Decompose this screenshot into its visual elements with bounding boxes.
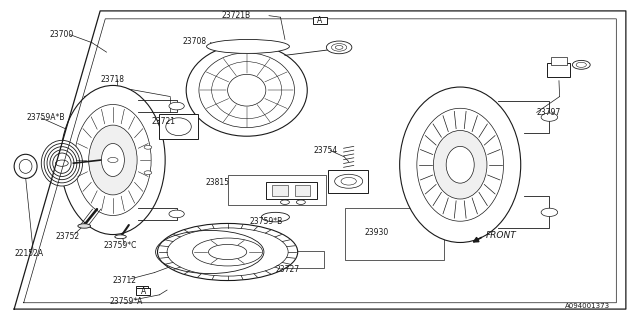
Text: 23708: 23708 (183, 36, 207, 45)
Ellipse shape (193, 238, 262, 266)
Bar (313, 17, 327, 24)
Bar (266, 181, 317, 199)
Ellipse shape (52, 153, 71, 173)
Text: 23759A*B: 23759A*B (27, 113, 65, 122)
Text: 23721: 23721 (151, 117, 175, 126)
Circle shape (56, 160, 68, 166)
Ellipse shape (228, 74, 266, 106)
Ellipse shape (50, 150, 74, 177)
Circle shape (169, 210, 184, 218)
Text: 23718: 23718 (100, 75, 124, 84)
Ellipse shape (417, 108, 504, 221)
Text: 23759*B: 23759*B (250, 217, 283, 226)
Bar (228, 175, 326, 205)
Ellipse shape (78, 224, 91, 228)
Ellipse shape (14, 154, 37, 178)
Text: FRONT: FRONT (486, 231, 516, 240)
Text: 23759*A: 23759*A (109, 297, 143, 306)
Circle shape (108, 157, 118, 163)
Text: 23700: 23700 (49, 30, 74, 39)
Ellipse shape (261, 212, 289, 222)
Circle shape (541, 208, 557, 216)
Bar (272, 185, 288, 196)
Circle shape (332, 44, 347, 51)
Ellipse shape (446, 146, 474, 183)
Ellipse shape (209, 244, 246, 260)
Text: 22152A: 22152A (14, 249, 44, 258)
Circle shape (280, 200, 289, 204)
Text: A: A (141, 286, 146, 295)
Text: 23797: 23797 (537, 108, 561, 117)
Ellipse shape (212, 62, 282, 119)
Circle shape (326, 41, 352, 54)
Circle shape (169, 102, 184, 110)
Circle shape (335, 174, 363, 188)
Text: 23721B: 23721B (221, 11, 250, 20)
Text: 23752: 23752 (56, 232, 79, 241)
Circle shape (541, 113, 557, 121)
Ellipse shape (433, 131, 487, 199)
Ellipse shape (199, 53, 294, 128)
Circle shape (144, 171, 152, 175)
Ellipse shape (167, 228, 288, 276)
Ellipse shape (47, 147, 77, 180)
Circle shape (335, 45, 343, 49)
Text: 23930: 23930 (365, 228, 389, 237)
Ellipse shape (157, 223, 298, 281)
Ellipse shape (101, 143, 124, 177)
Text: 23727: 23727 (275, 265, 300, 274)
Bar (551, 57, 566, 65)
Bar (136, 288, 150, 294)
Circle shape (296, 200, 305, 204)
Bar (159, 114, 198, 140)
Circle shape (341, 178, 356, 185)
Text: 23712: 23712 (113, 276, 137, 285)
Ellipse shape (89, 125, 137, 195)
Ellipse shape (207, 39, 289, 53)
Bar (328, 170, 368, 193)
Text: 23815: 23815 (205, 178, 229, 187)
Ellipse shape (399, 87, 521, 243)
Text: A094001373: A094001373 (565, 303, 610, 309)
Bar (547, 63, 570, 77)
Bar (346, 208, 444, 260)
Circle shape (144, 145, 152, 149)
Ellipse shape (166, 118, 191, 136)
Text: A: A (317, 16, 323, 25)
Ellipse shape (75, 105, 151, 215)
Bar (136, 286, 148, 292)
Ellipse shape (115, 235, 126, 239)
Ellipse shape (19, 159, 32, 173)
Ellipse shape (44, 143, 80, 183)
Ellipse shape (41, 140, 83, 186)
Circle shape (576, 62, 586, 68)
Ellipse shape (61, 85, 165, 235)
Bar (294, 185, 310, 196)
Text: 23759*C: 23759*C (103, 241, 137, 250)
Ellipse shape (186, 44, 307, 136)
Bar (248, 251, 324, 268)
Circle shape (572, 60, 590, 69)
Text: 23754: 23754 (314, 146, 338, 155)
